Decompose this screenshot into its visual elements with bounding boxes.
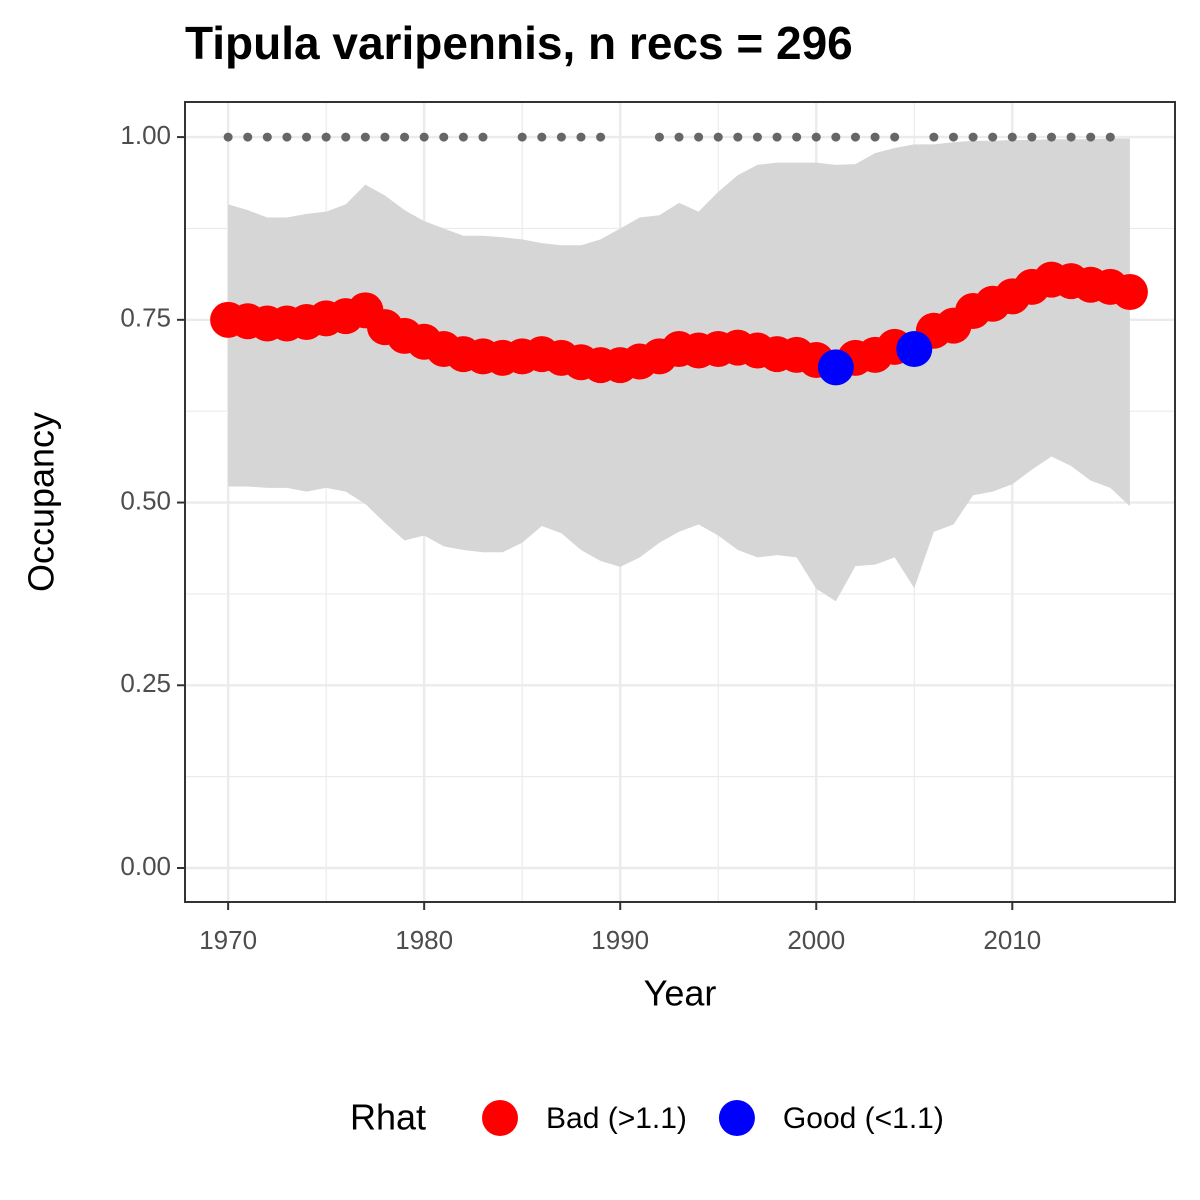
record-dot [223,132,233,142]
record-dot [890,132,900,142]
record-dot [674,132,684,142]
x-tick-label: 1980 [395,925,453,955]
record-dot [694,132,704,142]
record-dot [831,132,841,142]
record-dot [478,132,488,142]
record-dot [400,132,410,142]
x-tick-label: 2010 [983,925,1041,955]
record-dot [1007,132,1017,142]
record-dot [537,132,547,142]
record-dot [1105,132,1115,142]
record-dot [439,132,449,142]
record-dot [458,132,468,142]
legend-key [718,1100,755,1136]
record-dot [282,132,292,142]
chart-title: Tipula varipennis, n recs = 296 [185,17,853,69]
legend-title: Rhat [350,1097,426,1138]
point [896,331,933,368]
record-dot [302,132,312,142]
record-dot [419,132,429,142]
x-tick-label: 2000 [787,925,845,955]
legend-label: Good (<1.1) [783,1102,944,1135]
record-dot [517,132,527,142]
y-axis-title: Occupancy [21,412,62,592]
x-tick-label: 1990 [591,925,649,955]
legend-label: Bad (>1.1) [546,1102,687,1135]
record-dot [752,132,762,142]
record-dot [948,132,958,142]
point [817,349,854,386]
record-dot [596,132,606,142]
record-dot [870,132,880,142]
record-dot [576,132,586,142]
record-dot [556,132,566,142]
record-dot [811,132,821,142]
record-dot [243,132,253,142]
point [1111,274,1148,311]
record-dot [713,132,723,142]
record-dot [360,132,370,142]
record-dot [733,132,743,142]
record-dot [380,132,390,142]
y-tick-label: 0.25 [120,668,171,698]
record-dot [968,132,978,142]
y-tick-label: 0.50 [120,485,171,515]
record-dot [850,132,860,142]
ribbon [228,138,1130,602]
y-tick-label: 0.00 [120,851,171,881]
record-dot [654,132,664,142]
record-dot [321,132,331,142]
panel-border [184,101,1176,903]
record-dot [772,132,782,142]
record-dot [1027,132,1037,142]
record-dot [988,132,998,142]
record-dot [1086,132,1096,142]
x-tick-label: 1970 [199,925,257,955]
record-dot [262,132,272,142]
record-dot [1046,132,1056,142]
x-axis-title: Year [644,973,717,1014]
y-tick-label: 0.75 [120,303,171,333]
record-dot [929,132,939,142]
y-tick-label: 1.00 [120,120,171,150]
record-dot [341,132,351,142]
record-dot [792,132,802,142]
record-dot [1066,132,1076,142]
legend-key [482,1100,518,1136]
